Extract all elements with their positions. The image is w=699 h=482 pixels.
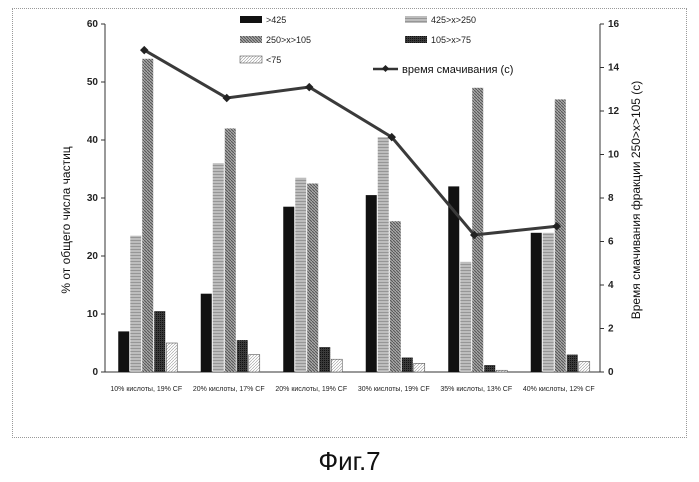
- axes: 0 10 20 30 40 50 60 0 2 4 6 8 10 12 14 16: [87, 19, 620, 378]
- legend: >425 425>x>250 250>x>105 105>x>75 <75 время с…: [239, 15, 513, 76]
- y2-tick-label: 2: [608, 324, 614, 335]
- legend-swatch: [240, 16, 262, 23]
- legend-label: 425>x>250: [431, 15, 476, 25]
- bar-1: [530, 232, 542, 372]
- legend-label: <75: [266, 55, 281, 65]
- y-tick-label: 20: [87, 251, 99, 262]
- x-tick-label: 20% кислоты, 17% CF: [193, 386, 265, 393]
- legend-label: 105>x>75: [431, 35, 471, 45]
- bar-5: [578, 361, 591, 373]
- y-tick-label: 60: [87, 19, 99, 30]
- y-tick-label: 40: [87, 135, 99, 146]
- line-point: [470, 230, 479, 240]
- y2-tick-label: 0: [608, 367, 614, 378]
- y2-tick-label: 10: [608, 150, 620, 161]
- bar-1: [118, 331, 130, 372]
- y2-tick-label: 16: [608, 19, 620, 30]
- bar-3: [307, 183, 319, 372]
- bar-1: [365, 195, 377, 372]
- bar-1: [200, 293, 212, 372]
- bar-4: [484, 365, 496, 372]
- y2-tick-label: 6: [608, 237, 614, 248]
- chart-frame: [12, 8, 687, 438]
- x-tick-label: 35% кислоты, 13% CF: [440, 386, 512, 393]
- legend-line-label: время смачивания (с): [402, 64, 513, 76]
- line-point: [387, 132, 396, 142]
- bar-2: [460, 261, 472, 372]
- line-series-path: [143, 48, 557, 237]
- bar-4: [319, 347, 331, 372]
- figure-caption: Фиг.7: [318, 446, 381, 476]
- y2-axis-label: Время смачивания фракции 250>x>105 (с): [629, 81, 643, 320]
- bar-5: [413, 362, 426, 373]
- legend-swatch: [239, 55, 263, 64]
- bar-4: [236, 340, 248, 372]
- y-tick-label: 50: [87, 77, 99, 88]
- bar-3: [142, 58, 154, 373]
- line-point: [140, 45, 149, 55]
- y2-tick-label: 8: [608, 193, 614, 204]
- bar-4: [566, 354, 578, 372]
- legend-swatch: [240, 36, 262, 43]
- bar-2: [212, 163, 224, 372]
- legend-line-marker: [381, 64, 390, 73]
- legend-label: >425: [266, 15, 286, 25]
- y-tick-label: 10: [87, 309, 99, 320]
- y2-tick-label: 12: [608, 106, 620, 117]
- bar-5: [330, 358, 343, 373]
- legend-label: 250>x>105: [266, 35, 311, 45]
- y-tick-label: 0: [92, 367, 98, 378]
- bar-4: [154, 311, 166, 372]
- bar-2: [130, 235, 142, 372]
- legend-swatch: [405, 16, 427, 23]
- x-tick-label: 10% кислоты, 19% CF: [110, 386, 182, 393]
- bar-3: [224, 128, 236, 372]
- x-tick-label: 30% кислоты, 19% CF: [358, 386, 430, 393]
- x-tick-label: 20% кислоты, 19% CF: [275, 386, 347, 393]
- legend-swatch: [405, 36, 427, 43]
- y2-tick-label: 14: [608, 63, 620, 74]
- bars: 10% кислоты, 19% CF 20% кислоты, 17% CF 20…: [110, 58, 595, 393]
- bar-1: [283, 206, 295, 372]
- bar-3: [472, 87, 484, 373]
- bar-5: [495, 369, 508, 373]
- bar-2: [295, 177, 307, 372]
- bar-5: [165, 342, 178, 373]
- y-tick-label: 30: [87, 193, 99, 204]
- y2-tick-label: 4: [608, 280, 614, 291]
- bar-3: [554, 99, 566, 373]
- bar-2: [377, 137, 389, 372]
- bar-2: [542, 232, 554, 372]
- line-point: [222, 93, 231, 103]
- bar-3: [389, 221, 401, 372]
- bar-5: [248, 354, 261, 373]
- bar-1: [448, 186, 460, 372]
- bar-4: [401, 357, 413, 372]
- x-tick-label: 40% кислоты, 12% CF: [523, 386, 595, 393]
- chart: 0 10 20 30 40 50 60 0 2 4 6 8 10 12 14 16 10% кислоты, …: [59, 15, 643, 393]
- line-point: [305, 82, 314, 92]
- y-axis-label: % от общего числа частиц: [59, 146, 73, 293]
